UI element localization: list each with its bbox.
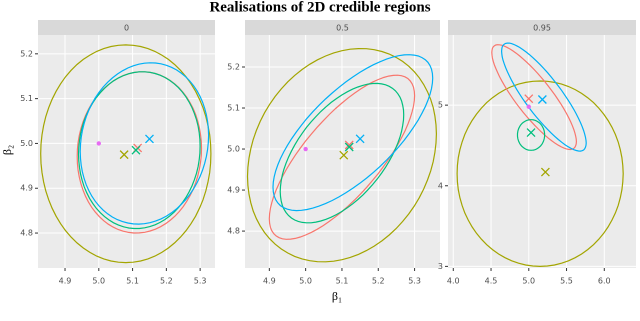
y-tick-label: 3 bbox=[438, 262, 443, 271]
x-tick-label: 5.0 bbox=[92, 277, 105, 286]
x-tick-label: 4.5 bbox=[485, 277, 498, 286]
credible-region bbox=[516, 119, 546, 151]
point bbox=[355, 134, 365, 144]
y-tick-label: 5.0 bbox=[227, 145, 240, 154]
y-tick-label: 5.2 bbox=[227, 62, 240, 71]
x-tick-label: 5.2 bbox=[372, 277, 385, 286]
point bbox=[303, 146, 308, 152]
credible-region bbox=[268, 74, 416, 240]
strip-background bbox=[245, 20, 440, 35]
y-tick-label: 5.2 bbox=[20, 49, 33, 58]
x-tick-label: 5.1 bbox=[336, 277, 349, 286]
panel-background bbox=[245, 35, 440, 268]
point bbox=[540, 167, 550, 177]
strip-label: 0.95 bbox=[533, 24, 551, 33]
x-tick-label: 4.0 bbox=[447, 277, 460, 286]
point bbox=[131, 145, 141, 155]
credible-region bbox=[79, 62, 210, 225]
credible-region bbox=[500, 42, 587, 152]
y-tick-label: 5.1 bbox=[20, 94, 33, 103]
chart-title: Realisations of 2D credible regions bbox=[209, 0, 430, 15]
x-axis-label: β₁ bbox=[332, 289, 342, 303]
x-tick-label: 5.1 bbox=[126, 277, 139, 286]
point bbox=[526, 128, 536, 138]
y-tick-label: 4.8 bbox=[20, 229, 33, 238]
x-tick-label: 5.0 bbox=[299, 277, 312, 286]
credible-region bbox=[272, 54, 434, 212]
y-tick-label: 5 bbox=[438, 101, 443, 110]
credible-region bbox=[456, 80, 624, 268]
credible-region bbox=[491, 44, 578, 151]
point bbox=[145, 134, 154, 144]
strip-label: 0 bbox=[124, 24, 129, 33]
y-tick-label: 4.8 bbox=[227, 227, 240, 236]
credible-region bbox=[279, 82, 405, 224]
y-tick-label: 4 bbox=[438, 181, 443, 190]
point bbox=[339, 150, 349, 160]
y-tick-label: 4.9 bbox=[20, 184, 33, 193]
credible-region bbox=[77, 71, 201, 230]
y-tick-label: 5.0 bbox=[20, 139, 33, 148]
y-tick-label: 5.1 bbox=[227, 104, 240, 113]
point bbox=[537, 95, 547, 104]
x-tick-label: 5.0 bbox=[522, 277, 535, 286]
x-tick-label: 5.3 bbox=[408, 277, 421, 286]
point bbox=[524, 94, 534, 104]
x-tick-label: 5.2 bbox=[160, 277, 173, 286]
point bbox=[526, 104, 531, 109]
point bbox=[344, 142, 354, 152]
x-tick-label: 5.5 bbox=[560, 277, 573, 286]
y-axis-label: β₂ bbox=[0, 145, 14, 155]
x-tick-label: 6.0 bbox=[598, 277, 611, 286]
strip-background bbox=[38, 20, 215, 35]
point bbox=[96, 141, 102, 146]
point bbox=[344, 140, 354, 150]
x-tick-label: 5.3 bbox=[194, 277, 207, 286]
strip-label: 0.5 bbox=[336, 24, 349, 33]
point bbox=[119, 150, 129, 160]
credible-region bbox=[40, 44, 212, 264]
credible-region bbox=[246, 47, 438, 263]
strip-background bbox=[448, 20, 636, 35]
y-tick-label: 4.9 bbox=[227, 186, 240, 195]
x-tick-label: 4.9 bbox=[263, 277, 276, 286]
x-tick-label: 4.9 bbox=[59, 277, 72, 286]
